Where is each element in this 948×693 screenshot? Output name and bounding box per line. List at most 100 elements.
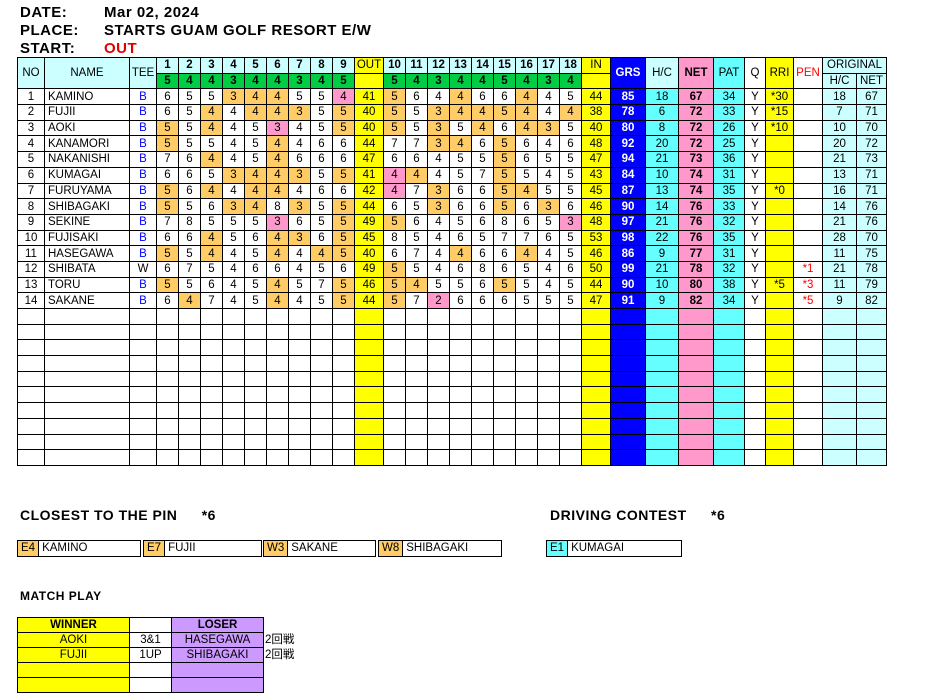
handicap: 18 (645, 88, 679, 106)
empty-cell (310, 449, 333, 466)
original-net: 79 (856, 276, 887, 294)
empty-cell (678, 370, 714, 388)
empty-cell (383, 386, 406, 404)
qualified: Y (744, 151, 766, 168)
original-hc: 7 (822, 104, 857, 121)
empty-cell (332, 433, 355, 451)
qualified: Y (744, 182, 766, 200)
hole-header: 7 (288, 57, 311, 74)
qualified: Y (744, 260, 766, 278)
empty-cell (581, 339, 611, 357)
handicap: 21 (645, 213, 679, 231)
subtotal-header: IN (581, 57, 611, 74)
hole-score: 5 (244, 151, 267, 168)
hole-score: 5 (178, 245, 201, 262)
hole-score: 4 (266, 166, 289, 184)
original-net: 78 (856, 260, 887, 278)
empty-cell (383, 308, 406, 325)
hole-score: 6 (310, 229, 333, 247)
player-name: KUMAGAI (44, 166, 130, 184)
hole-score: 5 (383, 292, 406, 309)
empty-cell (471, 308, 494, 325)
empty-cell (744, 355, 766, 372)
empty-cell (822, 386, 857, 404)
original-net: 71 (856, 104, 887, 121)
col-grs-header: GRS (610, 56, 646, 90)
empty-cell (405, 370, 428, 388)
hole-score: 8 (471, 260, 494, 278)
hole-score: 5 (332, 245, 355, 262)
empty-cell (266, 355, 289, 372)
hole-score: 5 (200, 213, 223, 231)
table-row (17, 402, 887, 419)
hole-score: 6 (515, 135, 538, 153)
empty-cell (244, 323, 267, 341)
empty-cell (17, 308, 45, 325)
empty-cell (288, 433, 311, 451)
hole-score: 5 (310, 104, 333, 121)
original-net: 72 (856, 135, 887, 153)
hole-score: 4 (515, 245, 538, 262)
hole-score: 5 (559, 166, 582, 184)
original-hc: 13 (822, 166, 857, 184)
empty-cell (645, 433, 679, 451)
player-no: 9 (17, 213, 45, 231)
putts: 36 (713, 151, 745, 168)
gross-score: 84 (610, 166, 646, 184)
par-cell: 5 (332, 72, 355, 90)
empty-cell (244, 433, 267, 451)
hole-score: 3 (222, 88, 245, 106)
putts: 31 (713, 166, 745, 184)
empty-cell (793, 308, 823, 325)
empty-cell (354, 402, 384, 419)
closest-winner: SAKANE (288, 541, 341, 556)
hole-score: 4 (266, 292, 289, 309)
hole-score: 6 (449, 198, 472, 215)
empty-cell (822, 370, 857, 388)
hole-score: 6 (471, 245, 494, 262)
closest-entry: W8 SHIBAGAKI (378, 540, 502, 557)
empty-cell (383, 449, 406, 466)
hole-score: 4 (310, 245, 333, 262)
hole-score: 5 (493, 151, 516, 168)
empty-cell (822, 308, 857, 325)
hole-score: 5 (559, 229, 582, 247)
hole-header: 1 (156, 57, 179, 74)
empty-cell (405, 402, 428, 419)
hole-score: 3 (288, 104, 311, 121)
empty-cell (515, 386, 538, 404)
empty-cell (449, 433, 472, 451)
hole-score: 6 (515, 151, 538, 168)
par-subtotal (581, 72, 611, 90)
original-net: 82 (856, 292, 887, 309)
empty-cell (222, 308, 245, 325)
empty-cell (222, 339, 245, 357)
empty-cell (222, 386, 245, 404)
hole-score: 6 (471, 182, 494, 200)
hole-score: 5 (156, 119, 179, 137)
empty-cell (645, 308, 679, 325)
empty-cell (383, 355, 406, 372)
hole-score: 5 (244, 292, 267, 309)
hole-score: 4 (471, 119, 494, 137)
hole-score: 5 (244, 245, 267, 262)
putts: 35 (713, 229, 745, 247)
in-total: 46 (581, 198, 611, 215)
hole-score: 4 (383, 182, 406, 200)
par-cell: 4 (471, 72, 494, 90)
empty-cell (222, 417, 245, 435)
empty-cell (744, 402, 766, 419)
empty-cell (405, 355, 428, 372)
table-row (17, 370, 887, 388)
empty-cell (244, 386, 267, 404)
rri-value (765, 213, 794, 231)
empty-cell (645, 449, 679, 466)
hole-score: 3 (559, 213, 582, 231)
hole-score: 8 (493, 213, 516, 231)
start-line: START: OUT (20, 40, 137, 57)
empty-cell (765, 433, 794, 451)
match-result (129, 677, 172, 693)
handicap: 10 (645, 276, 679, 294)
empty-cell (793, 386, 823, 404)
empty-cell (449, 417, 472, 435)
